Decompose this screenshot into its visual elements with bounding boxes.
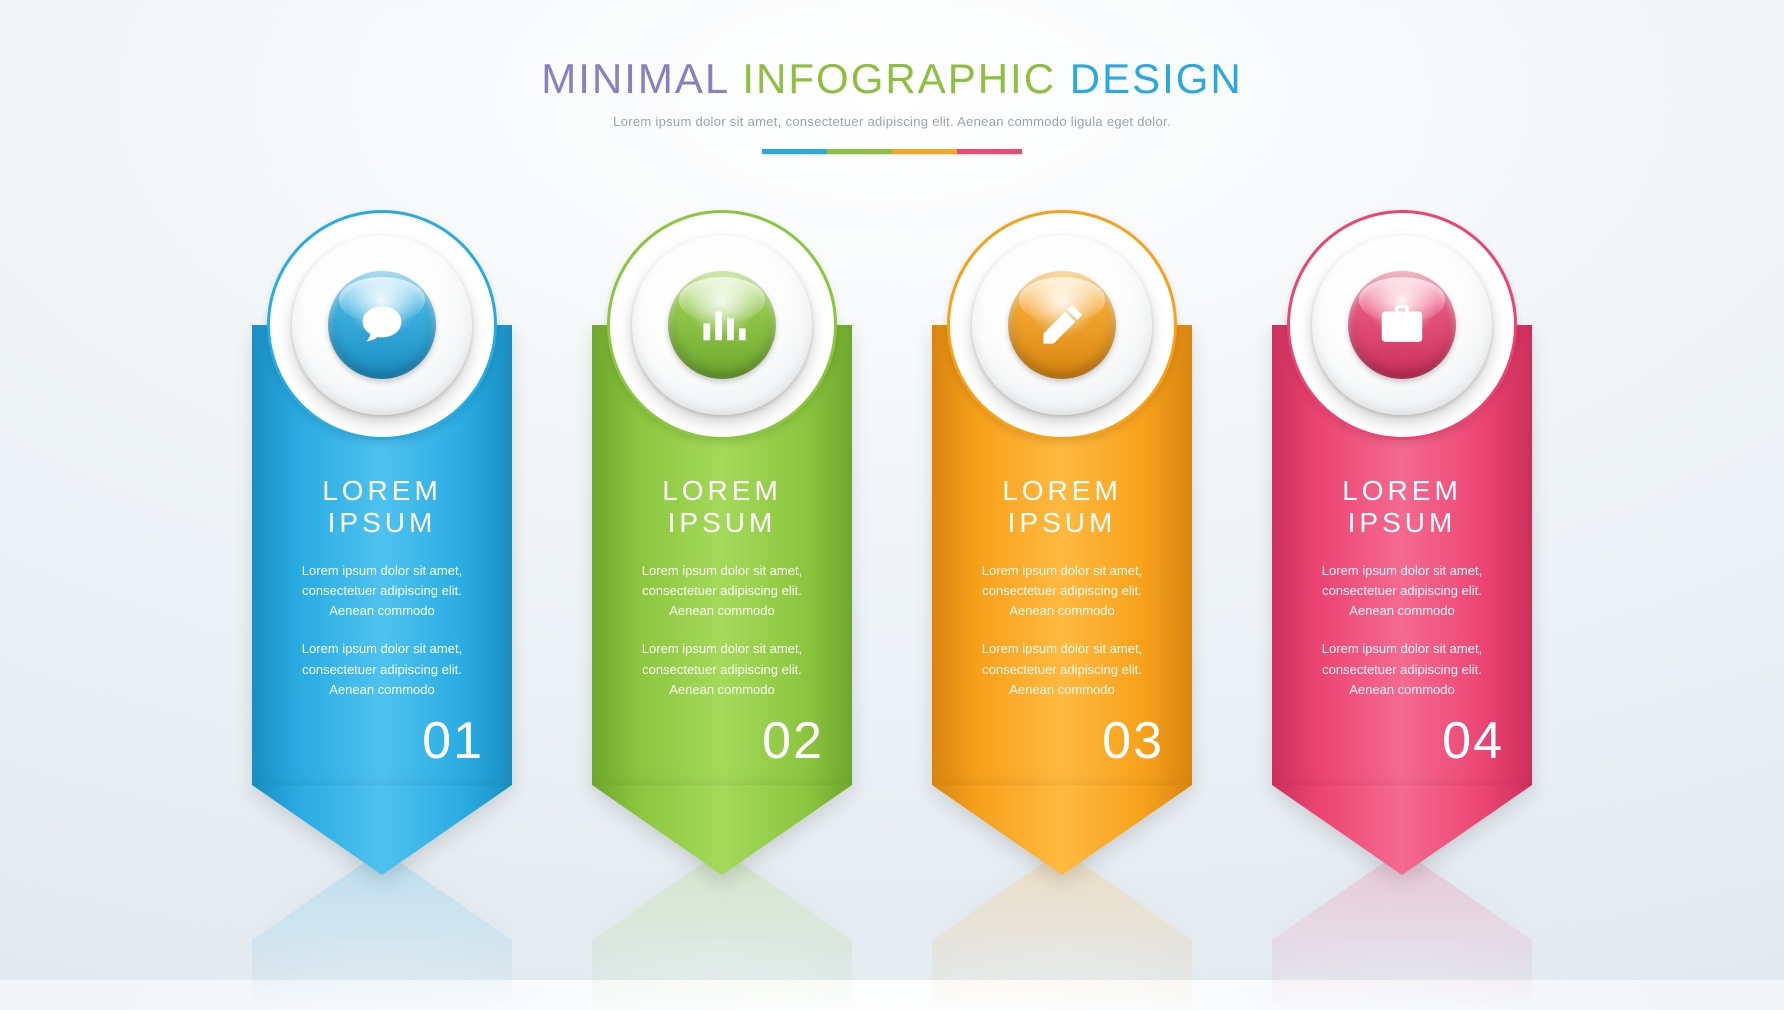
medallion-pad xyxy=(972,235,1152,415)
card-paragraph-2: Lorem ipsum dolor sit amet, consectetuer… xyxy=(960,639,1164,699)
title-word-3: DESIGN xyxy=(1070,55,1243,102)
card-arrow-point xyxy=(252,785,512,875)
medallion-button xyxy=(668,271,776,379)
card-step-number: 02 xyxy=(762,711,824,771)
card-paragraph-2: Lorem ipsum dolor sit amet, consectetuer… xyxy=(620,639,824,699)
card-step-number: 04 xyxy=(1442,711,1504,771)
speech-bubble-icon xyxy=(355,298,409,352)
page-subtitle: Lorem ipsum dolor sit amet, consectetuer… xyxy=(0,114,1784,129)
accent-seg-2 xyxy=(827,149,892,154)
medallion-button xyxy=(328,271,436,379)
card-paragraph-1: Lorem ipsum dolor sit amet, consectetuer… xyxy=(1300,561,1504,621)
card-arrow-point xyxy=(592,785,852,875)
card-step-number: 01 xyxy=(422,711,484,771)
card-paragraph-1: Lorem ipsum dolor sit amet, consectetuer… xyxy=(280,561,484,621)
medallion-ring xyxy=(607,210,837,440)
card-arrow-point xyxy=(932,785,1192,875)
page-title: MINIMAL INFOGRAPHIC DESIGN xyxy=(0,58,1784,100)
pencil-icon xyxy=(1035,298,1089,352)
medallion-button xyxy=(1348,271,1456,379)
accent-bar xyxy=(762,149,1022,154)
card-paragraph-1: Lorem ipsum dolor sit amet, consectetuer… xyxy=(960,561,1164,621)
card-title: LOREM IPSUM xyxy=(280,475,484,539)
medallion-pad xyxy=(632,235,812,415)
accent-seg-3 xyxy=(892,149,957,154)
card-step-number: 03 xyxy=(1102,711,1164,771)
card-title: LOREM IPSUM xyxy=(1300,475,1504,539)
card-title: LOREM IPSUM xyxy=(960,475,1164,539)
medallion-pad xyxy=(1312,235,1492,415)
accent-seg-1 xyxy=(762,149,827,154)
briefcase-icon xyxy=(1375,298,1429,352)
medallion-button xyxy=(1008,271,1116,379)
title-word-1: MINIMAL xyxy=(541,55,728,102)
medallion-ring xyxy=(947,210,1177,440)
page-header: MINIMAL INFOGRAPHIC DESIGN Lorem ipsum d… xyxy=(0,0,1784,154)
card-paragraph-2: Lorem ipsum dolor sit amet, consectetuer… xyxy=(280,639,484,699)
card-paragraph-2: Lorem ipsum dolor sit amet, consectetuer… xyxy=(1300,639,1504,699)
title-word-2: INFOGRAPHIC xyxy=(742,55,1056,102)
card-title: LOREM IPSUM xyxy=(620,475,824,539)
medallion-ring xyxy=(1287,210,1517,440)
card-arrow-point xyxy=(1272,785,1532,875)
card-paragraph-1: Lorem ipsum dolor sit amet, consectetuer… xyxy=(620,561,824,621)
medallion-ring xyxy=(267,210,497,440)
bar-chart-icon xyxy=(695,298,749,352)
medallion-pad xyxy=(292,235,472,415)
accent-seg-4 xyxy=(957,149,1022,154)
